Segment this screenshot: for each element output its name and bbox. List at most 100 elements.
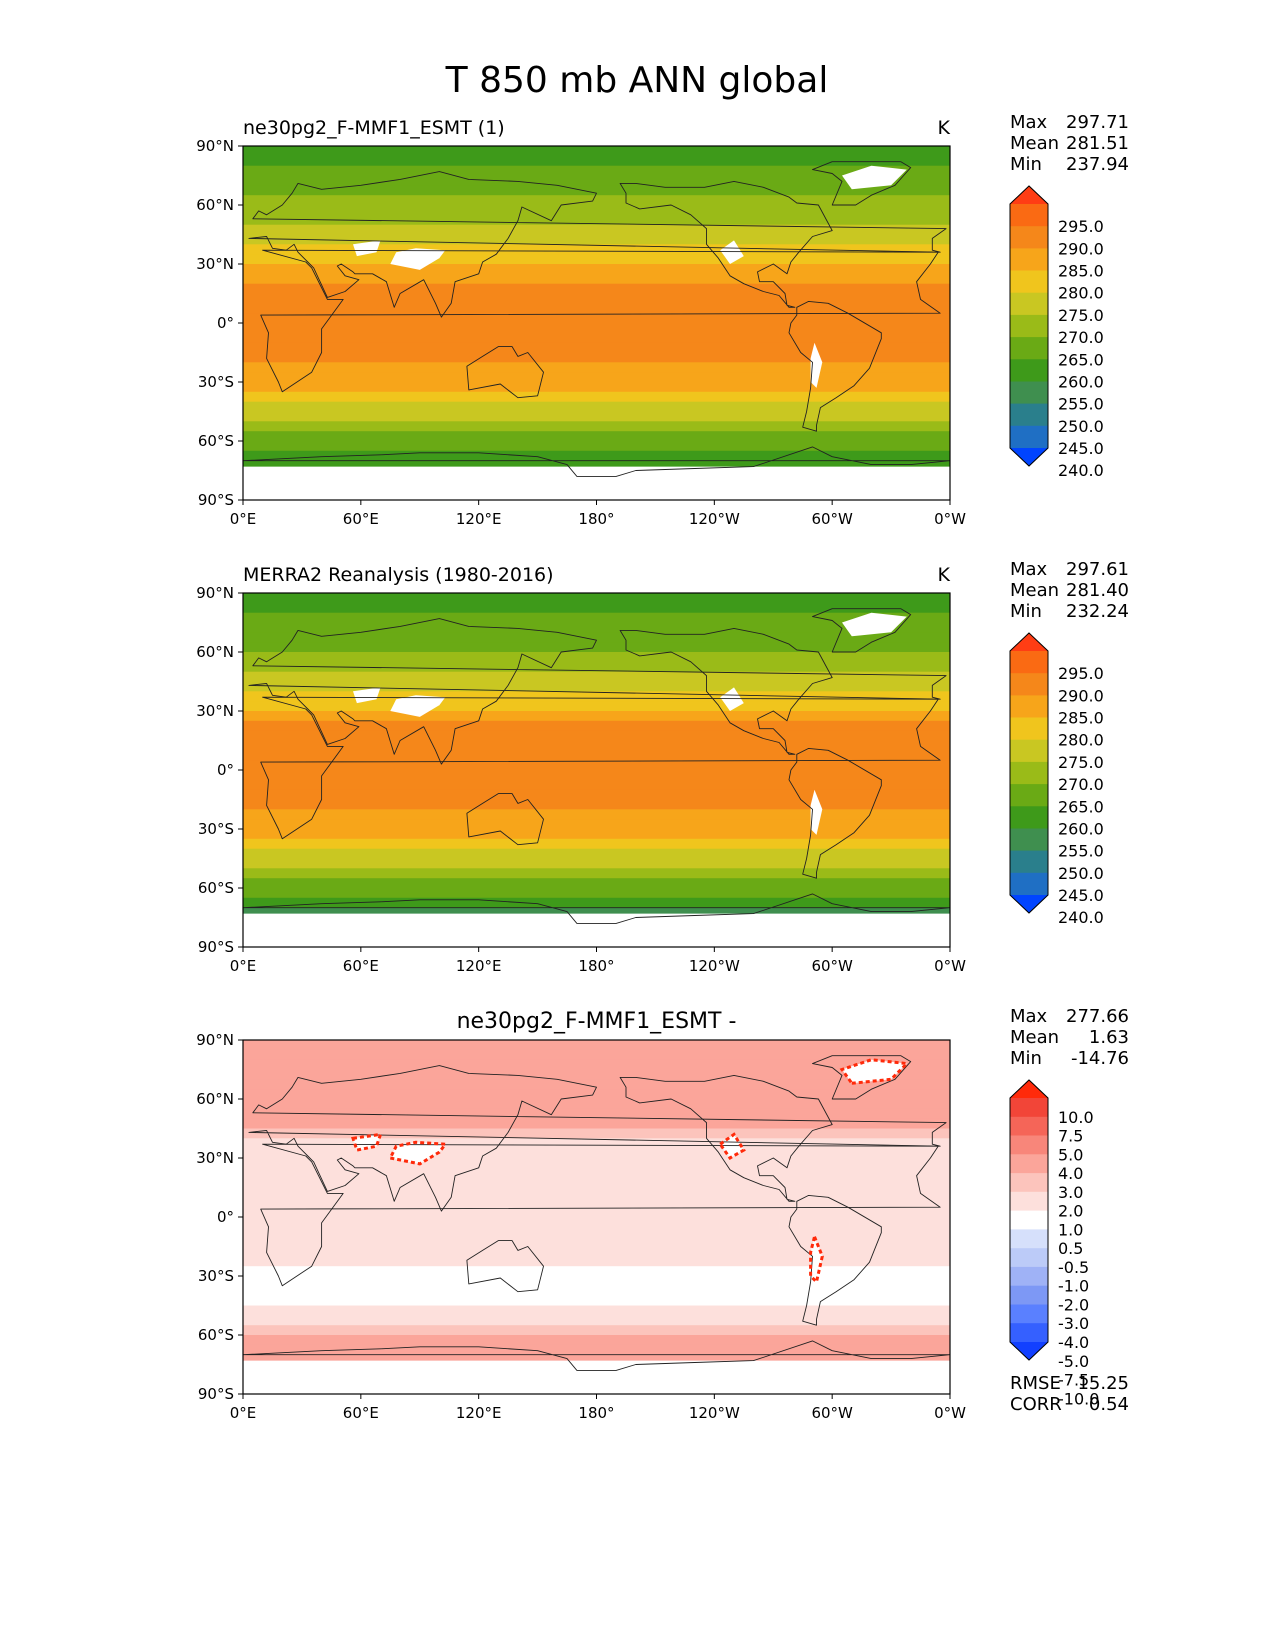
field-band [243, 175, 950, 186]
field-band [243, 1079, 950, 1090]
colorbar-label: 0.5 [1058, 1239, 1083, 1258]
stat-value-min: -14.76 [1071, 1048, 1129, 1069]
lat-tick-label: 30°S [198, 1267, 234, 1285]
mask-edge-highlight [809, 1231, 824, 1285]
colorbar-label: 275.0 [1058, 306, 1104, 325]
colorbar: 10.07.55.04.03.02.01.00.5-0.5-1.0-2.0-3.… [1009, 1079, 1099, 1408]
map-panel-3: 90°N 60°N 30°N 0° 30°S 60°S 90°S0°E 60°E 120°E 18… [196, 1006, 1129, 1422]
field-band [243, 1335, 950, 1346]
field-band [243, 770, 950, 781]
panel-title: MERRA2 Reanalysis (1980-2016) [243, 564, 554, 586]
lon-tick-label: 120°E [456, 1404, 502, 1422]
colorbar-segment [1010, 270, 1048, 294]
rmse-label: RMSE [1010, 1373, 1061, 1394]
colorbar-label: 265.0 [1058, 350, 1104, 369]
colorbar-segment [1010, 1285, 1048, 1305]
field-band [243, 809, 950, 820]
field-band [243, 1177, 950, 1189]
colorbar-max-extension [1010, 633, 1048, 651]
colorbar-min-extension [1010, 895, 1048, 913]
coastline [243, 1340, 950, 1371]
field-band [243, 342, 950, 354]
colorbar-min-extension [1010, 1342, 1048, 1360]
colorbar-max-extension [1010, 186, 1048, 204]
lat-tick-label: 60°N [196, 196, 234, 214]
mask-edge-highlight [718, 1132, 746, 1160]
field-band [243, 1315, 950, 1326]
lat-tick-label: 30°N [196, 702, 234, 720]
lat-tick-label: 0° [217, 761, 234, 779]
colorbar-label: -10.0 [1058, 1389, 1099, 1408]
field-band [243, 431, 950, 442]
field-band [243, 372, 950, 383]
colorbar-label: 245.0 [1058, 886, 1104, 905]
colorbar-label: 255.0 [1058, 395, 1104, 414]
field-band [243, 195, 950, 206]
stat-label-min: Min [1010, 154, 1042, 175]
colorbar-segment [1010, 872, 1048, 896]
field-band [243, 1246, 950, 1257]
colorbar-outline [1009, 1079, 1049, 1361]
colorbar-label: 7.5 [1058, 1127, 1083, 1146]
colorbar-segment [1010, 673, 1048, 696]
coastline [260, 1143, 941, 1287]
colorbar-label: 2.0 [1058, 1202, 1083, 1221]
field-band [243, 907, 950, 919]
field-band [243, 1069, 950, 1080]
missing-data-mask [243, 913, 950, 947]
field-band [243, 691, 950, 702]
field-band [243, 214, 950, 226]
colorbar-outline [1009, 185, 1049, 467]
lon-tick-label: 120°W [689, 510, 740, 528]
field-band [243, 234, 950, 245]
missing-data-mask [390, 1142, 446, 1164]
colorbar-label: -0.5 [1058, 1258, 1089, 1277]
field-band [243, 352, 950, 363]
missing-data-mask [390, 695, 446, 717]
colorbar-min-extension [1010, 448, 1048, 466]
stat-value-mean: 1.63 [1089, 1027, 1129, 1048]
lon-tick-label: 0°W [934, 957, 966, 975]
lon-tick-label: 60°W [811, 957, 853, 975]
stat-value-min: 237.94 [1066, 154, 1129, 175]
lon-tick-label: 0°W [934, 510, 966, 528]
colorbar-label: 285.0 [1058, 709, 1104, 728]
colorbar-label: 295.0 [1058, 217, 1104, 236]
missing-data-mask [810, 1236, 823, 1282]
colorbar-segment [1010, 1098, 1048, 1118]
missing-data-mask [842, 1059, 907, 1084]
colorbar-label: -4.0 [1058, 1333, 1089, 1352]
missing-data-mask [810, 342, 823, 388]
coastline [619, 627, 833, 755]
stat-value-min: 232.24 [1066, 601, 1129, 622]
colorbar-label: 250.0 [1058, 417, 1104, 436]
colorbar-segment [1010, 739, 1048, 763]
coastline [243, 893, 950, 924]
stat-label-max: Max [1010, 559, 1048, 580]
coastline [619, 1074, 833, 1202]
mask-edge-highlight [351, 1132, 383, 1152]
colorbar-segment [1010, 403, 1048, 427]
coastline [812, 1055, 912, 1100]
field-band [243, 740, 950, 751]
field-band [243, 1059, 950, 1071]
field-band [243, 303, 950, 314]
lat-tick-label: 90°N [196, 137, 234, 155]
coastline [466, 346, 544, 399]
field-band [243, 750, 950, 761]
field-band [243, 146, 950, 157]
field-band [243, 460, 950, 472]
lon-tick-label: 60°W [811, 510, 853, 528]
missing-data-mask [353, 240, 381, 257]
field-band [243, 1128, 950, 1139]
colorbar-label: 5.0 [1058, 1145, 1083, 1164]
stat-value-mean: 281.40 [1066, 580, 1129, 601]
field-band [243, 1266, 950, 1277]
missing-data-mask [390, 248, 446, 270]
lat-tick-label: 90°S [198, 491, 234, 509]
lon-tick-label: 60°E [343, 510, 379, 528]
colorbar-segment [1010, 1248, 1048, 1268]
coastline [248, 1065, 947, 1212]
colorbar-label: 3.0 [1058, 1183, 1083, 1202]
field-band [243, 1118, 950, 1130]
